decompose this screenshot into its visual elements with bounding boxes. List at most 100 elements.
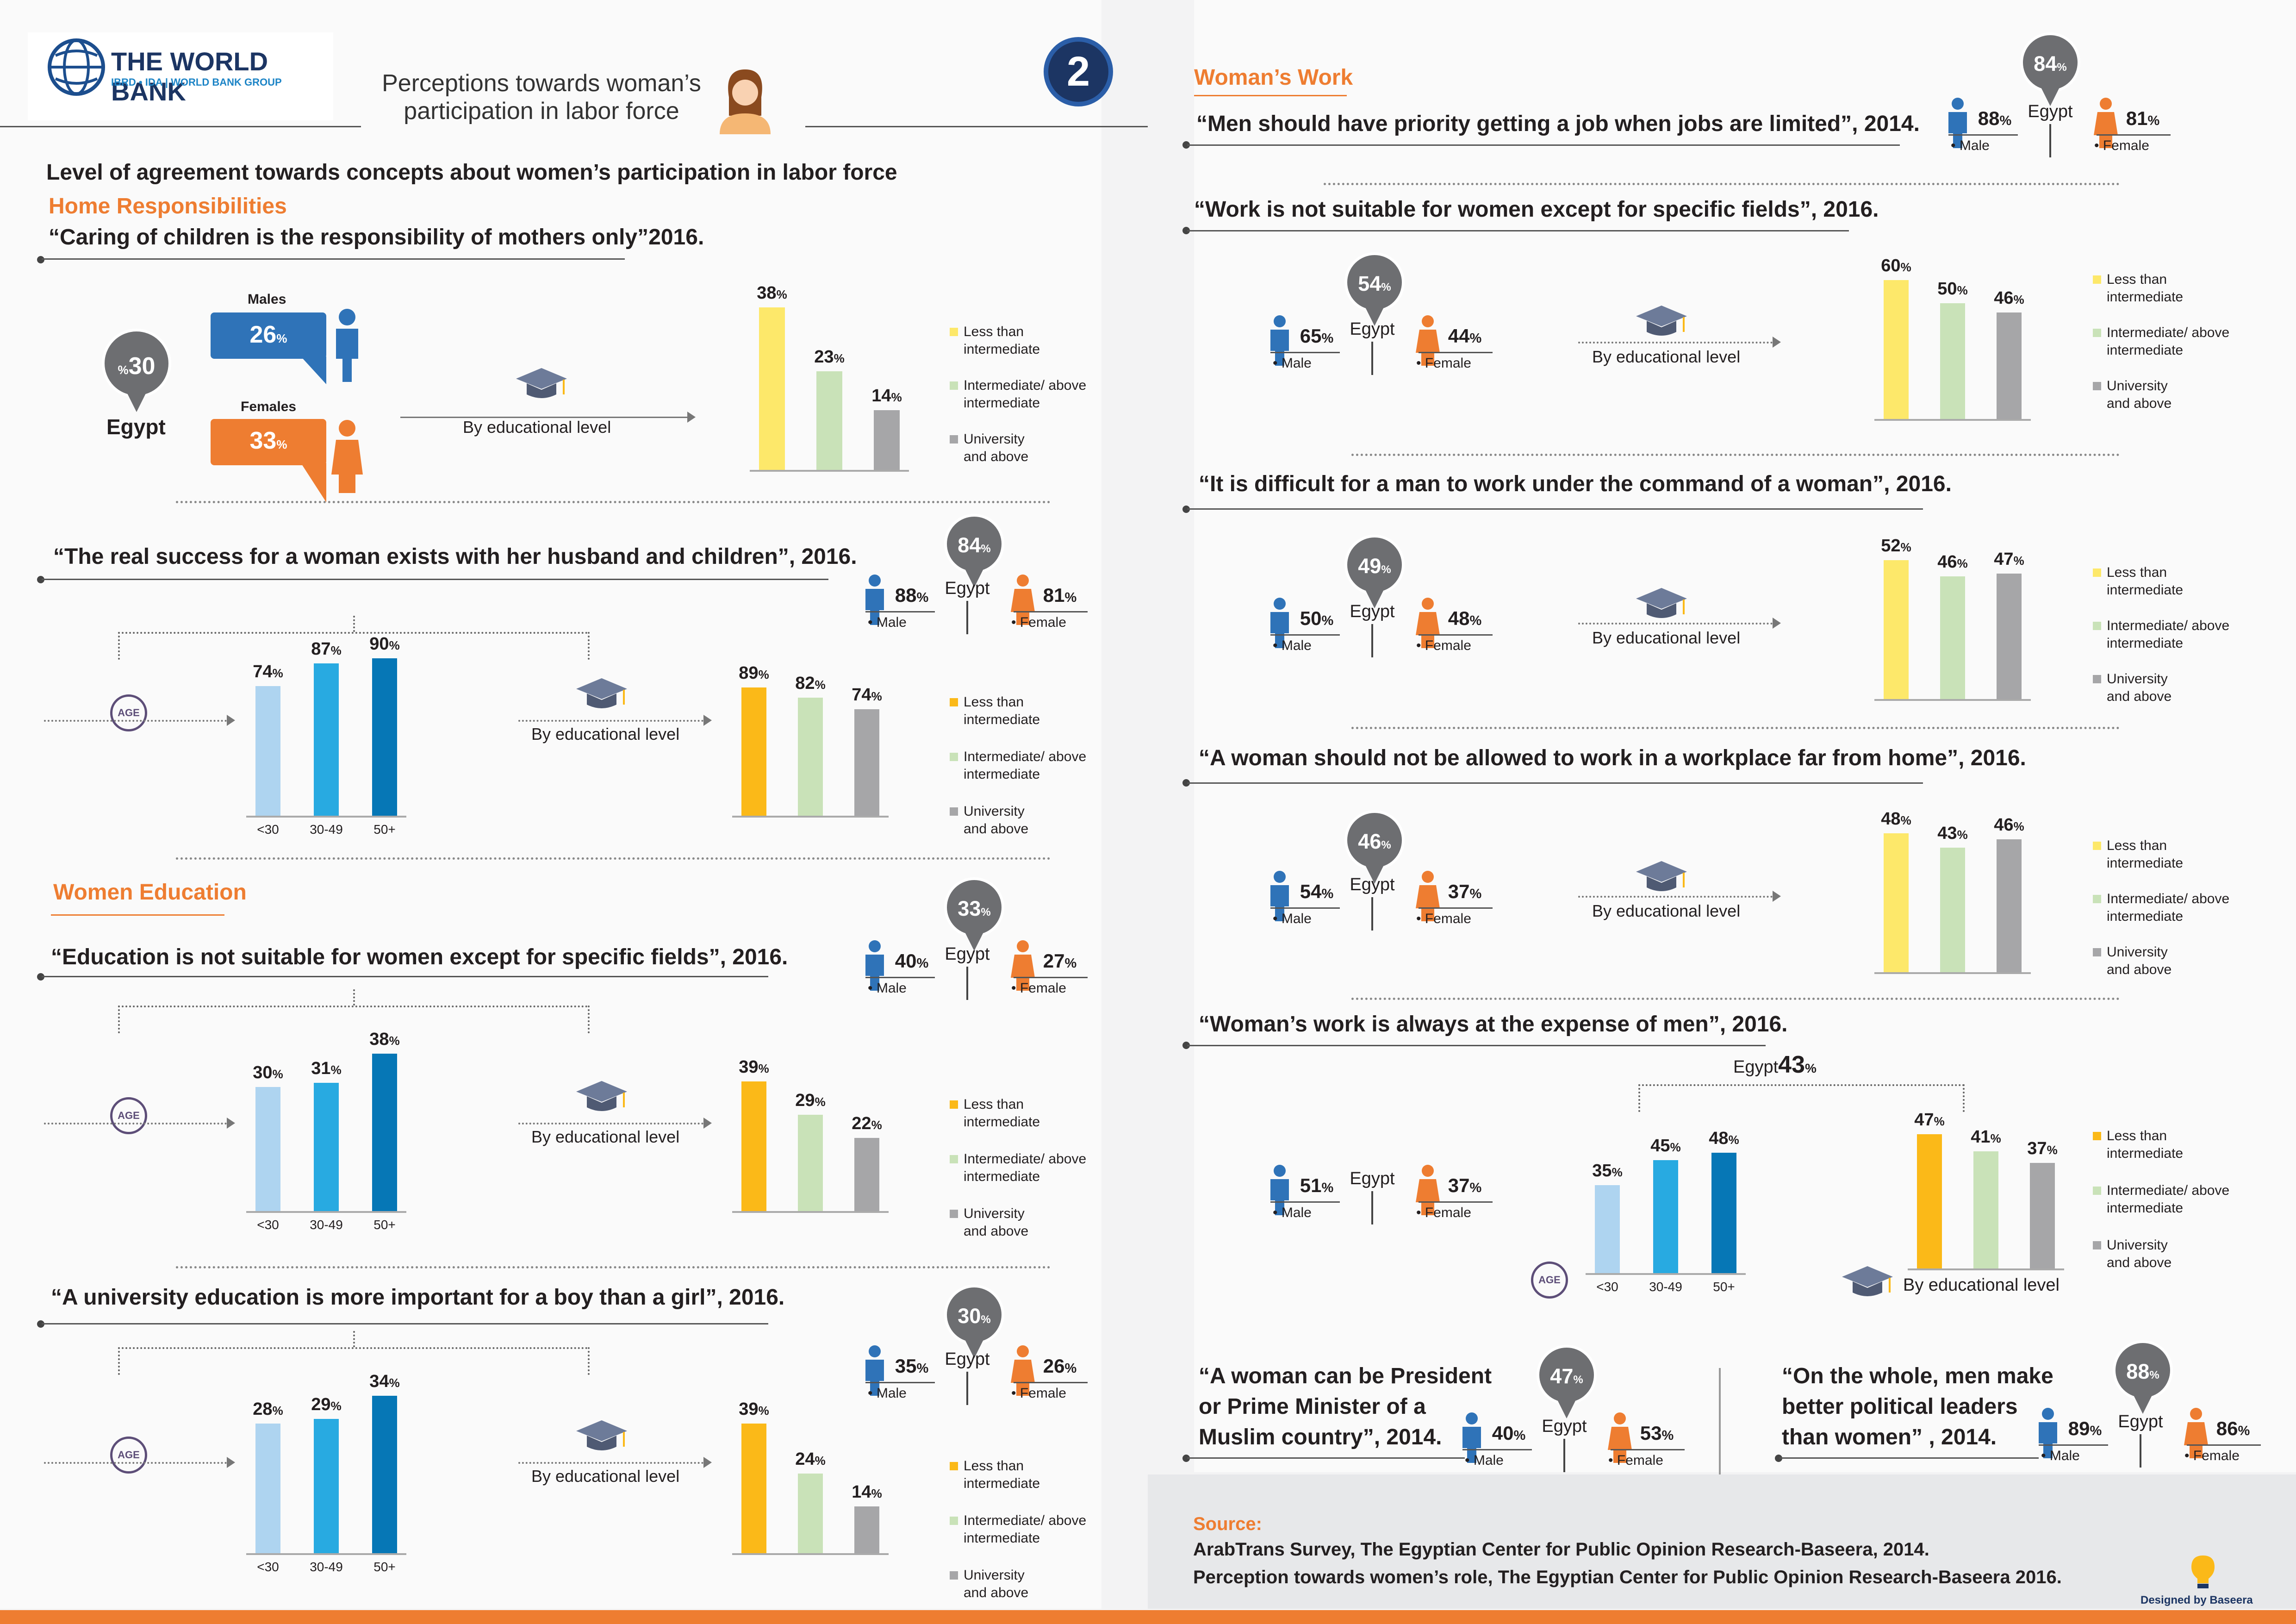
edu-q1-bar-0	[759, 307, 785, 470]
r4-female-label: • Female	[1416, 911, 1471, 926]
quote-q3: “Education is not suitable for women exc…	[51, 945, 788, 969]
q2-edu-arrow-line	[518, 720, 703, 722]
q4-age-bar-1	[314, 1419, 339, 1553]
r2-edu-value-2-pct: %	[2013, 293, 2024, 306]
q2-legend-swatch-1	[950, 753, 958, 761]
q4-split-l	[118, 1347, 120, 1375]
legend-item-univ: University and above	[950, 431, 1086, 466]
q4-male-label: • Male	[868, 1386, 907, 1401]
bullet-q3	[37, 973, 44, 981]
r3-legend-swatch-2	[2093, 675, 2101, 683]
r4-male-icon	[1270, 871, 1289, 921]
q4-legend-text-2: University and above	[964, 1568, 1029, 1600]
r4-legend-text-2: University and above	[2107, 944, 2172, 977]
q4-age-arrow-head	[227, 1457, 235, 1468]
main-subtitle: Level of agreement towards concepts abou…	[46, 160, 897, 185]
q3-age-value-1-pct: %	[330, 1062, 342, 1077]
q3-edu-arrow-head	[703, 1118, 712, 1129]
r7-male-icon	[2039, 1408, 2057, 1458]
r3-female-value: 48%	[1448, 607, 1482, 629]
r2-legend-text-0: Less than intermediate	[2107, 272, 2184, 305]
r5-male-icon	[1270, 1165, 1289, 1215]
r4-edu-arrow-line	[1578, 896, 1773, 898]
r3-legend-text-0: Less than intermediate	[2107, 565, 2184, 598]
q4-edu-value-0: 39%	[739, 1399, 769, 1419]
r5-edu-value-0: 47%	[1914, 1110, 1945, 1130]
q2-age-value-1-pct: %	[330, 643, 342, 658]
separator-r2	[1351, 454, 2120, 456]
pin-egypt-r3: 49%	[1344, 535, 1405, 608]
q2-egypt-stem	[966, 601, 968, 634]
edu-q1-value-2: 14%	[871, 386, 902, 406]
r3-egypt-stem	[1371, 624, 1373, 657]
q2-female-rule	[1014, 611, 1088, 612]
r3-legend-text-1: Intermediate/ above intermediate	[2107, 618, 2230, 651]
page-title-line2: participation in labor force	[404, 98, 679, 125]
r7-egypt-label: Egypt	[2118, 1412, 2163, 1431]
q4-female-value: 26%	[1043, 1355, 1077, 1377]
q2-edu-value-2: 74%	[852, 685, 882, 705]
q2-age-tick-1: 30-49	[310, 822, 343, 837]
r2-legend-swatch-2	[2093, 382, 2101, 390]
q2-legend-swatch-0	[950, 698, 958, 706]
r1-male-icon	[1948, 98, 1967, 148]
r5-age-value-1-pct: %	[1670, 1140, 1681, 1155]
r5-female-value-pct: %	[1469, 1181, 1482, 1195]
r6-egypt-label: Egypt	[1542, 1417, 1587, 1436]
r5-female-value: 37%	[1448, 1174, 1482, 1196]
separator-r3	[1351, 727, 2120, 729]
q4-edu-axis	[732, 1553, 889, 1555]
section-home: Home Responsibilities	[49, 194, 287, 219]
rule-r5	[1187, 1045, 1766, 1046]
r2-female-label: • Female	[1416, 356, 1471, 371]
q4-age-value-2: 34%	[369, 1372, 400, 1391]
r5-edu-bar-1	[1973, 1151, 1998, 1268]
rule-q1	[42, 258, 625, 260]
q2-age-value-2-pct: %	[389, 638, 400, 652]
edu-q1-value-1: 23%	[814, 347, 845, 367]
q3-edu-bar-1	[798, 1114, 823, 1211]
r3-edu-value-2-pct: %	[2013, 553, 2024, 568]
q2-edu-bar-1	[798, 697, 823, 816]
q4-graduation-cap-icon	[576, 1420, 627, 1450]
q4-age-value-2-pct: %	[389, 1376, 400, 1390]
r4-edu-value-1: 43%	[1937, 824, 1968, 843]
q2-edu-value-1: 82%	[795, 673, 826, 693]
q4-female-value-pct: %	[1064, 1361, 1077, 1376]
r2-male-icon	[1270, 315, 1289, 366]
r1-female-icon	[2094, 98, 2118, 148]
quote-r7-l2: better political leaders	[1782, 1394, 2018, 1419]
r2-legend-text-1: Intermediate/ above intermediate	[2107, 325, 2230, 358]
r4-edu-bar-0	[1884, 833, 1909, 972]
legend-item-less: Less than intermediate	[950, 323, 1086, 358]
q2-male-rule	[865, 611, 935, 612]
pin-egypt-q2: 84%	[944, 514, 1004, 587]
q3-legend-swatch-2	[950, 1210, 958, 1218]
legend-less-text: Less than intermediate	[964, 324, 1040, 357]
quote-q1: “Caring of children is the responsibilit…	[49, 225, 704, 250]
separator-r4	[1351, 998, 2120, 1000]
separator-r1	[1324, 183, 2120, 185]
pin-egypt-r6: 47%	[1537, 1345, 1597, 1418]
separator-q1	[176, 501, 1051, 503]
svg-text:54%: 54%	[1358, 272, 1391, 295]
r5-legend-swatch-1	[2093, 1187, 2101, 1195]
q2-female-label: • Female	[1011, 615, 1066, 630]
males-callout	[211, 312, 326, 384]
q4-age-icon: AGE	[110, 1437, 147, 1474]
q2-male-label: • Male	[868, 615, 907, 630]
r3-edu-value-1-pct: %	[1957, 556, 1968, 570]
r5-age-bar-1	[1653, 1160, 1678, 1273]
q3-age-value-1: 31%	[311, 1058, 342, 1078]
rule-r7	[1780, 1457, 2039, 1459]
q3-edu-value-0-pct: %	[758, 1062, 769, 1075]
q3-edu-value-1: 29%	[795, 1090, 826, 1110]
q4-age-value-1-pct: %	[330, 1399, 342, 1413]
q4-edu-bar-1	[798, 1473, 823, 1553]
q3-edu-value-1-pct: %	[815, 1094, 826, 1109]
r7-female-label: • Female	[2184, 1448, 2240, 1463]
q3-edu-value-2: 22%	[852, 1114, 882, 1134]
source-box	[1148, 1474, 2296, 1609]
r5-split-left	[1638, 1084, 1640, 1112]
r3-graduation-cap-icon	[1636, 588, 1687, 618]
